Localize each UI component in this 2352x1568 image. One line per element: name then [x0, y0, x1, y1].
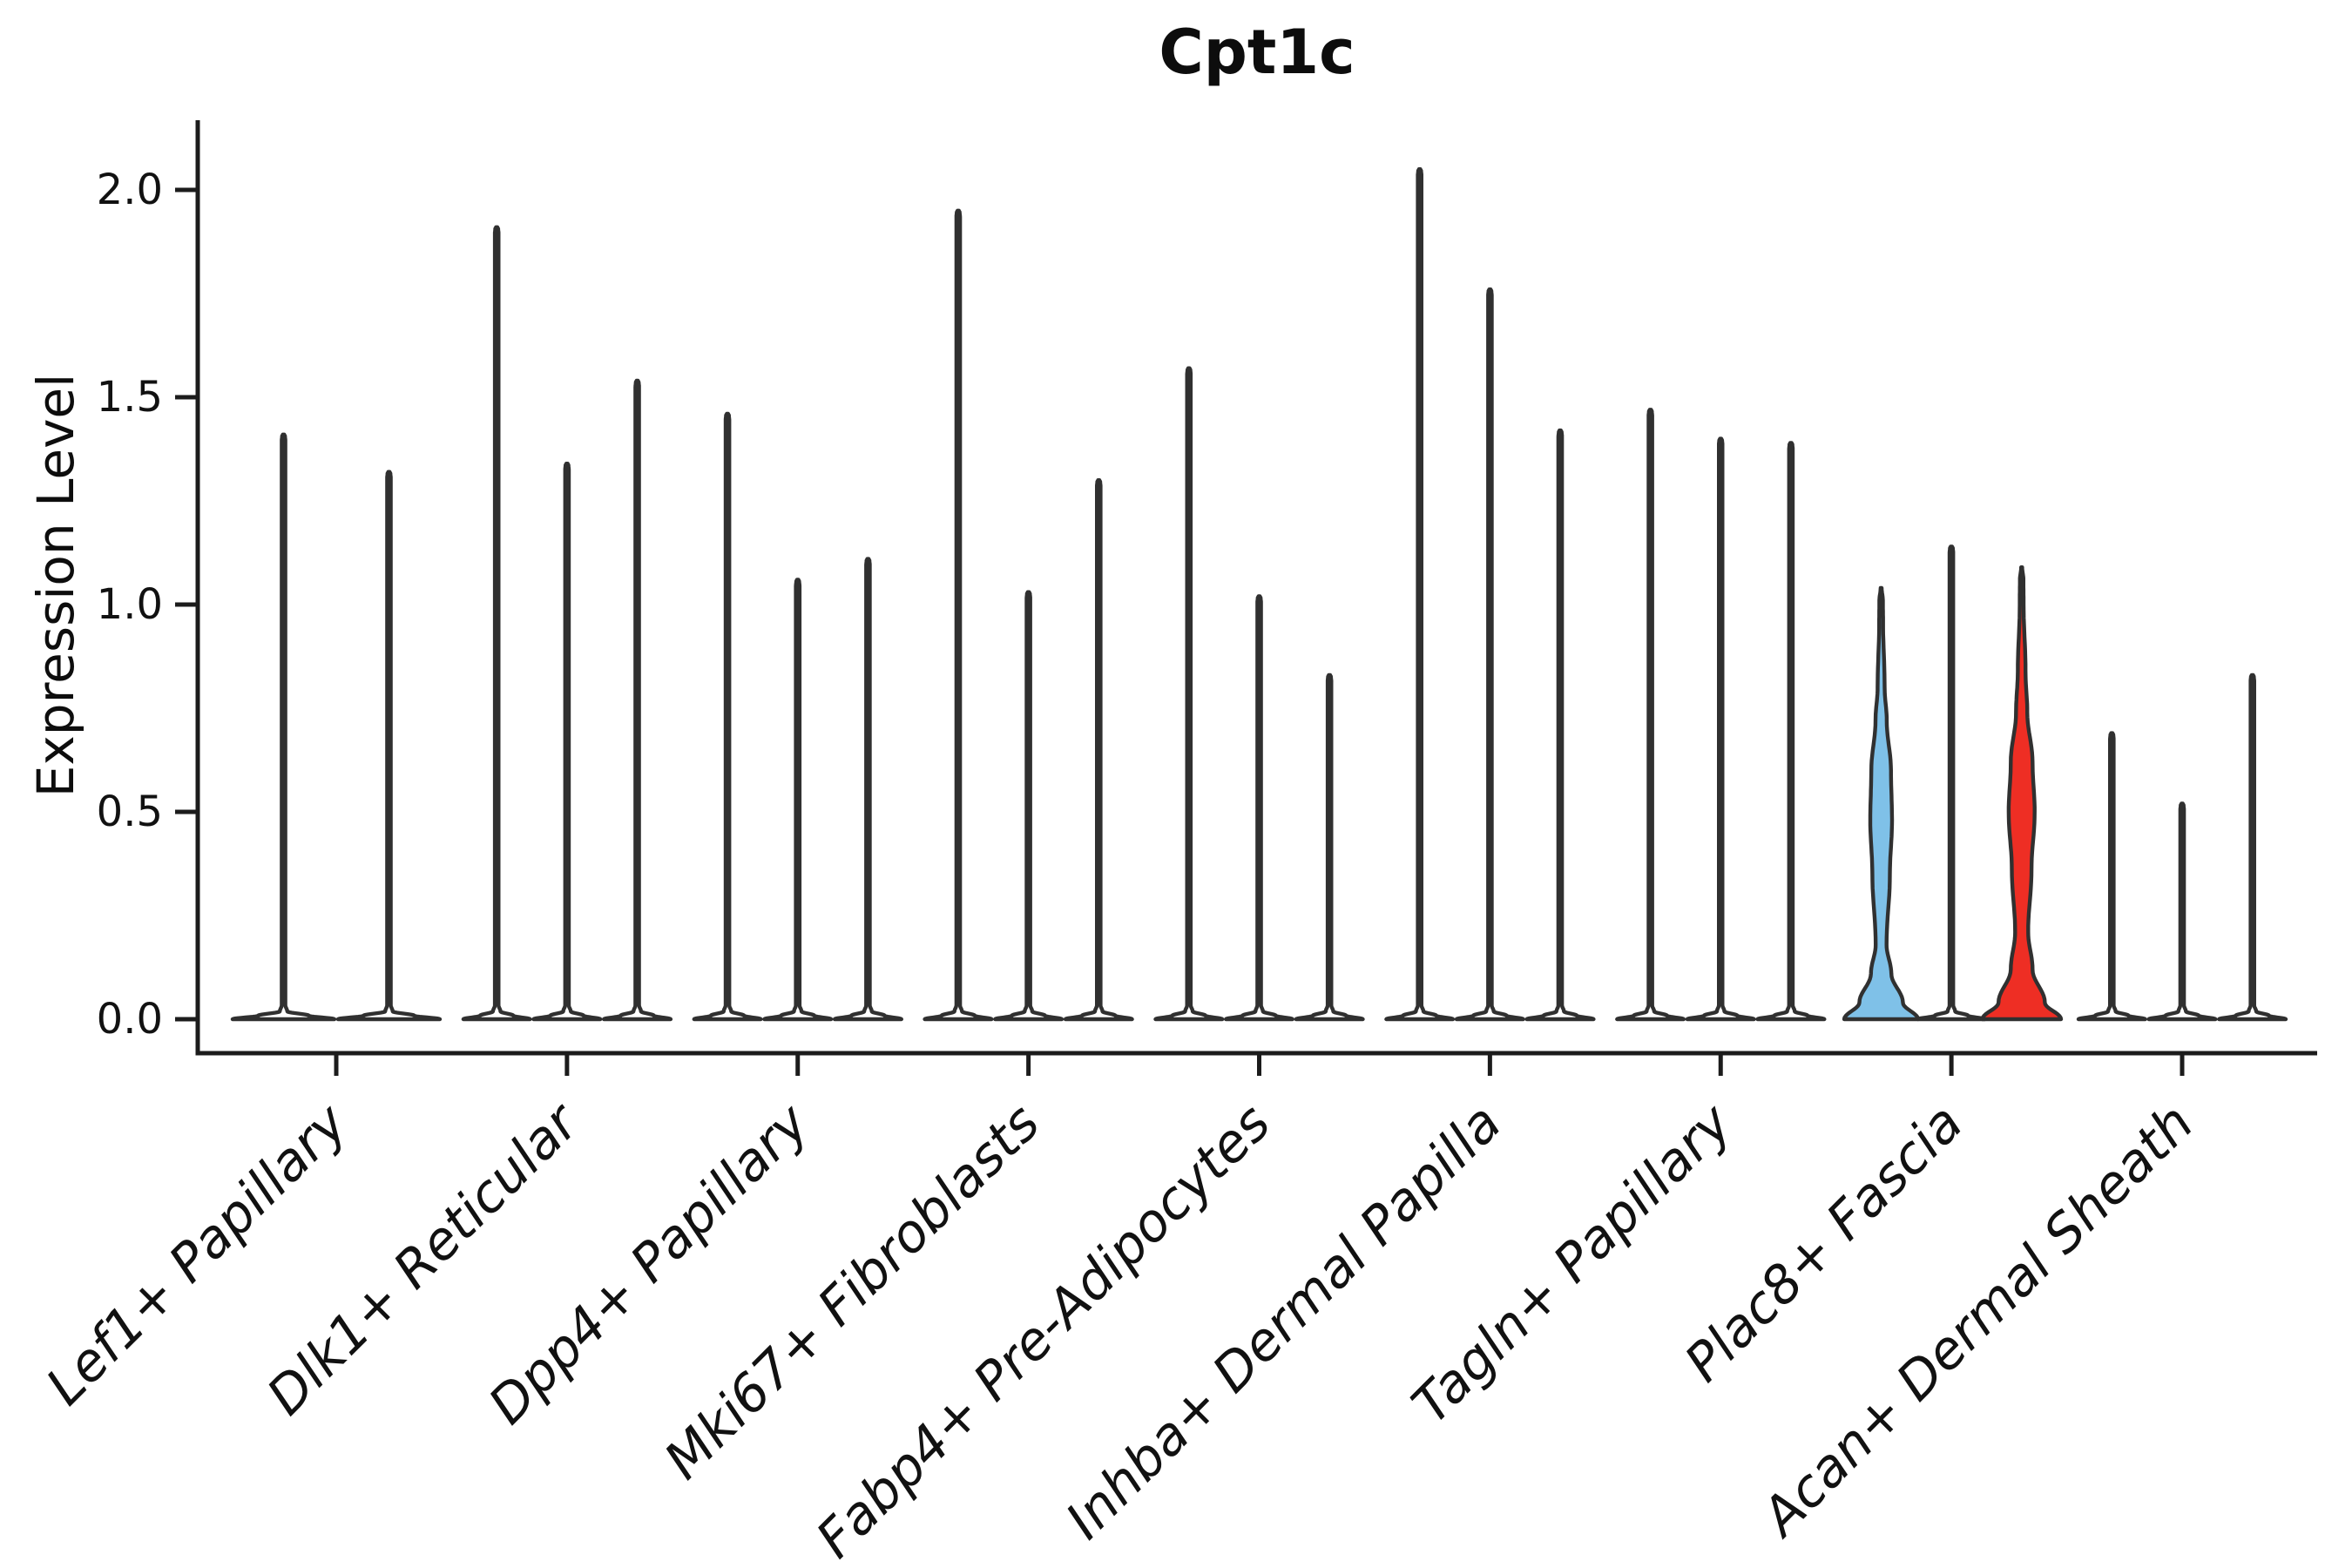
violin-0-0 [230, 432, 337, 1022]
violin-2-0 [692, 411, 763, 1022]
y-tick-label: 0.0 [97, 995, 163, 1044]
violin-8-1 [2146, 801, 2218, 1022]
violin-6-1 [1685, 436, 1756, 1022]
violin-2-2 [832, 557, 903, 1022]
violin-8-2 [2217, 672, 2288, 1022]
violin-5-2 [1524, 428, 1596, 1022]
violin-5-0 [1384, 167, 1456, 1022]
violin-group-1 [461, 225, 673, 1022]
violin-group-3 [923, 208, 1134, 1022]
violin-1-0 [461, 225, 532, 1022]
chart-title: Cpt1c [1159, 17, 1355, 88]
violin-2-1 [762, 578, 834, 1022]
y-axis-label: Expression Level [26, 373, 85, 798]
x-category-label: Inhba+ Dermal Papilla [1055, 1092, 1513, 1551]
y-tick-label: 0.5 [97, 787, 163, 836]
violin-5-1 [1454, 287, 1525, 1022]
violin-group-5 [1384, 167, 1596, 1022]
violin-4-0 [1153, 366, 1225, 1022]
violin-8-0 [2076, 731, 2147, 1022]
y-tick-label: 2.0 [97, 166, 163, 214]
y-tick-label: 1.0 [97, 580, 163, 629]
violin-7-2 [1980, 565, 2064, 1022]
violin-group-2 [692, 411, 903, 1022]
x-category-label: Acan+ Dermal Sheath [1748, 1092, 2206, 1550]
violin-group-6 [1615, 408, 1827, 1022]
violin-6-0 [1615, 408, 1686, 1022]
violin-6-2 [1755, 441, 1827, 1022]
violin-7-0 [1842, 585, 1920, 1022]
violin-4-1 [1224, 594, 1294, 1022]
violin-0-1 [335, 470, 443, 1022]
violin-4-2 [1294, 672, 1365, 1022]
violin-group-0 [230, 432, 443, 1022]
violin-7-1 [1916, 544, 1987, 1022]
violin-3-2 [1063, 478, 1134, 1022]
violin-1-2 [602, 378, 673, 1022]
violin-3-1 [993, 590, 1064, 1022]
x-category-label: Mki67+ Fibroblasts [653, 1092, 1052, 1491]
violin-group-8 [2076, 672, 2288, 1022]
violin-group-4 [1153, 366, 1365, 1022]
violin-1-1 [531, 462, 603, 1022]
violin-group-7 [1842, 544, 2064, 1022]
x-category-label: Fabp4+ Pre-Adipocytes [805, 1092, 1282, 1568]
violin-3-0 [923, 208, 994, 1022]
y-tick-label: 1.5 [97, 373, 163, 422]
